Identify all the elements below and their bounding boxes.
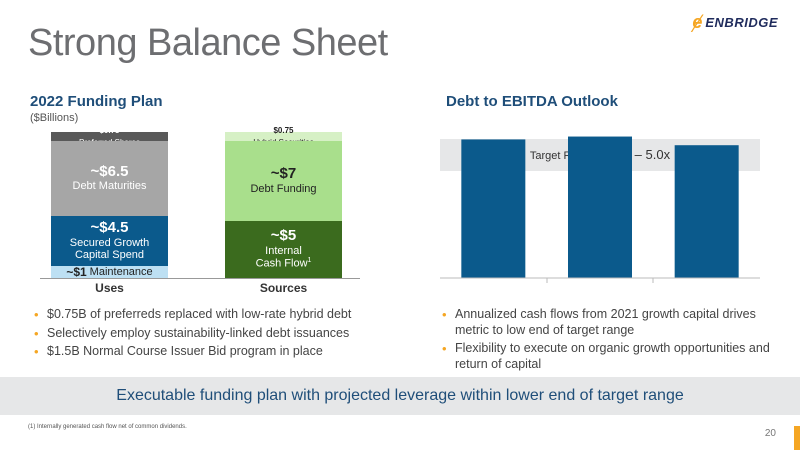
sources-segment-hybrid: $0.75 Hybrid Securities [225, 132, 342, 141]
funding-plan-title: 2022 Funding Plan [30, 93, 163, 110]
bullet: Annualized cash flows from 2021 growth c… [442, 307, 772, 338]
x-label-uses: Uses [51, 281, 168, 295]
flame-icon: ɇ [692, 12, 702, 33]
segment-value: ~$1 [66, 265, 86, 279]
segment-label-wrap: Internal Cash Flow1 [225, 245, 342, 271]
enbridge-logo: ɇ ENBRIDGE [692, 12, 778, 33]
uses-segment-maintenance: ~$1 Maintenance [51, 266, 168, 278]
x-tick-label: 2023e [586, 284, 614, 285]
uses-segment-preferred: $0.75 Preferred Shares [51, 132, 168, 141]
footnote-marker: 1 [308, 257, 312, 264]
sources-segment-debt-funding: ~$7 Debt Funding [225, 141, 342, 221]
segment-label: Debt Maturities [73, 180, 147, 193]
uses-segment-debt-maturities: ~$6.5 Debt Maturities [51, 141, 168, 216]
funding-baseline [40, 278, 360, 279]
segment-value: ~$5 [271, 228, 296, 245]
summary-banner: Executable funding plan with projected l… [0, 377, 800, 415]
bar-2022e [461, 139, 525, 278]
bullet: Selectively employ sustainability-linked… [34, 326, 394, 342]
bar-2024e [675, 145, 739, 278]
units-label: ($Billions) [30, 112, 78, 124]
debt-ebitda-chart: Target Range: 4.5x – 5.0x 2022e2023e2024… [440, 125, 765, 285]
sources-segment-internal-cash-flow: ~$5 Internal Cash Flow1 [225, 221, 342, 278]
slide-title: Strong Balance Sheet [28, 22, 388, 65]
accent-corner [794, 426, 800, 450]
debt-ebitda-title: Debt to EBITDA Outlook [446, 93, 618, 110]
segment-label: Maintenance [90, 266, 153, 278]
segment-label: Secured Growth Capital Spend [51, 237, 168, 262]
logo-text: ENBRIDGE [705, 15, 778, 30]
outlook-bullets: Annualized cash flows from 2021 growth c… [442, 307, 772, 376]
funding-bullets: $0.75B of preferreds replaced with low-r… [34, 307, 394, 363]
segment-value: ~$7 [271, 166, 296, 183]
segment-value: $0.75 [99, 126, 119, 135]
page-number: 20 [765, 428, 776, 439]
x-label-sources: Sources [225, 281, 342, 295]
uses-segment-growth-capital: ~$4.5 Secured Growth Capital Spend [51, 216, 168, 266]
bar-2023e [568, 137, 632, 278]
bullet: Flexibility to execute on organic growth… [442, 341, 772, 372]
segment-label: Debt Funding [250, 183, 316, 196]
x-tick-label: 2022e [479, 284, 507, 285]
bullet: $0.75B of preferreds replaced with low-r… [34, 307, 394, 323]
segment-label: Internal Cash Flow [256, 245, 308, 270]
segment-value: ~$4.5 [91, 220, 129, 237]
footnote: (1) Internally generated cash flow net o… [28, 424, 187, 430]
segment-value: ~$6.5 [91, 164, 129, 181]
x-tick-label: 2024e [693, 284, 721, 285]
segment-value: $0.75 [273, 126, 293, 135]
bullet: $1.5B Normal Course Issuer Bid program i… [34, 344, 394, 360]
